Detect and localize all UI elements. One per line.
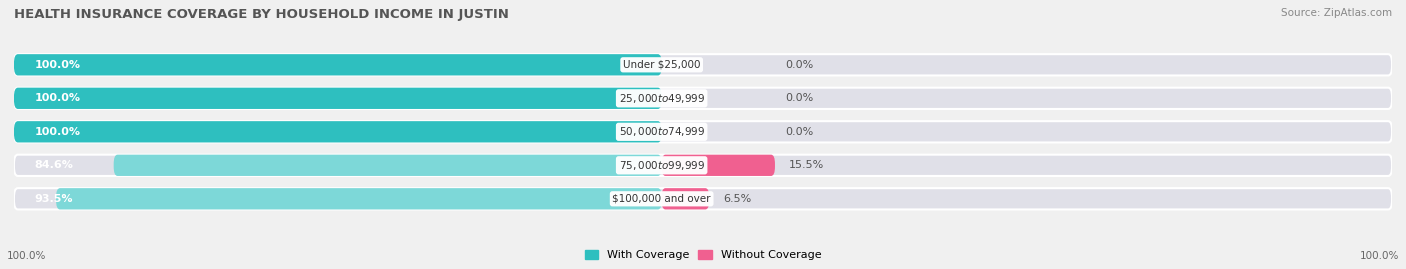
Text: 0.0%: 0.0% [785,60,813,70]
FancyBboxPatch shape [14,155,1392,176]
Text: Under $25,000: Under $25,000 [623,60,700,70]
Text: 100.0%: 100.0% [35,93,80,103]
FancyBboxPatch shape [14,54,662,76]
Text: Source: ZipAtlas.com: Source: ZipAtlas.com [1281,8,1392,18]
Legend: With Coverage, Without Coverage: With Coverage, Without Coverage [581,245,825,265]
Text: 6.5%: 6.5% [723,194,751,204]
FancyBboxPatch shape [56,188,662,210]
Text: 93.5%: 93.5% [35,194,73,204]
Text: 100.0%: 100.0% [1360,251,1399,261]
Text: $25,000 to $49,999: $25,000 to $49,999 [619,92,704,105]
FancyBboxPatch shape [662,188,709,210]
FancyBboxPatch shape [662,155,775,176]
Text: 0.0%: 0.0% [785,93,813,103]
FancyBboxPatch shape [114,155,662,176]
Text: $100,000 and over: $100,000 and over [613,194,711,204]
Text: 0.0%: 0.0% [785,127,813,137]
Text: 15.5%: 15.5% [789,160,824,170]
Text: 100.0%: 100.0% [35,127,80,137]
FancyBboxPatch shape [14,188,1392,210]
Text: 100.0%: 100.0% [35,60,80,70]
FancyBboxPatch shape [14,88,662,109]
Text: $50,000 to $74,999: $50,000 to $74,999 [619,125,704,138]
Text: $75,000 to $99,999: $75,000 to $99,999 [619,159,704,172]
Text: HEALTH INSURANCE COVERAGE BY HOUSEHOLD INCOME IN JUSTIN: HEALTH INSURANCE COVERAGE BY HOUSEHOLD I… [14,8,509,21]
FancyBboxPatch shape [14,121,1392,143]
FancyBboxPatch shape [14,88,1392,109]
Text: 100.0%: 100.0% [7,251,46,261]
FancyBboxPatch shape [14,121,662,143]
Text: 84.6%: 84.6% [35,160,73,170]
FancyBboxPatch shape [14,54,1392,76]
